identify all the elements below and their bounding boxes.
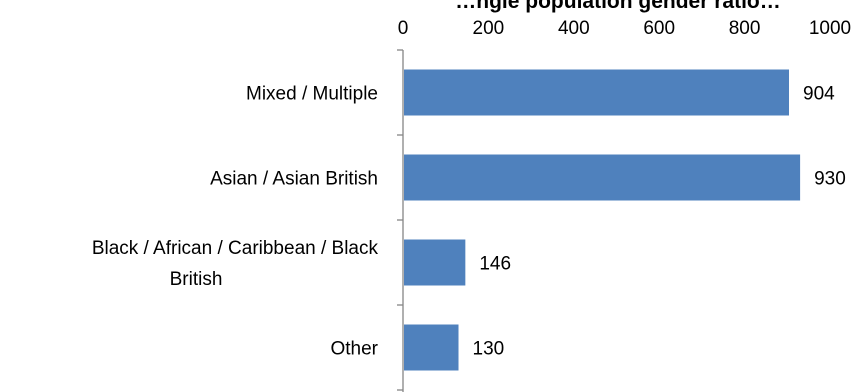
data-label: 904 <box>803 84 835 105</box>
x-tick-label: 1000 <box>809 18 851 39</box>
data-label: 930 <box>814 169 846 190</box>
data-label: 130 <box>473 339 505 360</box>
bar <box>404 324 459 371</box>
axes <box>397 49 404 392</box>
x-tick-label: 0 <box>398 18 409 39</box>
category-label: Asian / Asian British <box>210 169 378 190</box>
bar <box>404 239 466 286</box>
x-tick-label: 200 <box>473 18 505 39</box>
x-tick-label: 800 <box>729 18 761 39</box>
category-label: Mixed / Multiple <box>246 84 378 105</box>
bars <box>404 69 801 371</box>
data-label: 146 <box>479 254 511 275</box>
category-labels: Mixed / Multiple Asian / Asian British Bla… <box>92 84 379 360</box>
x-tick-label: 400 <box>558 18 590 39</box>
category-label: British <box>170 269 223 290</box>
bar <box>404 69 790 116</box>
bar <box>404 154 801 201</box>
category-label: Other <box>330 339 378 360</box>
x-axis-ticks: 0 200 400 600 800 1000 <box>398 18 851 39</box>
x-tick-label: 600 <box>643 18 675 39</box>
chart-title: …ngle population gender ratio… <box>455 0 781 13</box>
data-labels: 904 930 146 130 <box>473 84 846 360</box>
category-label: Black / African / Caribbean / Black <box>92 238 379 259</box>
